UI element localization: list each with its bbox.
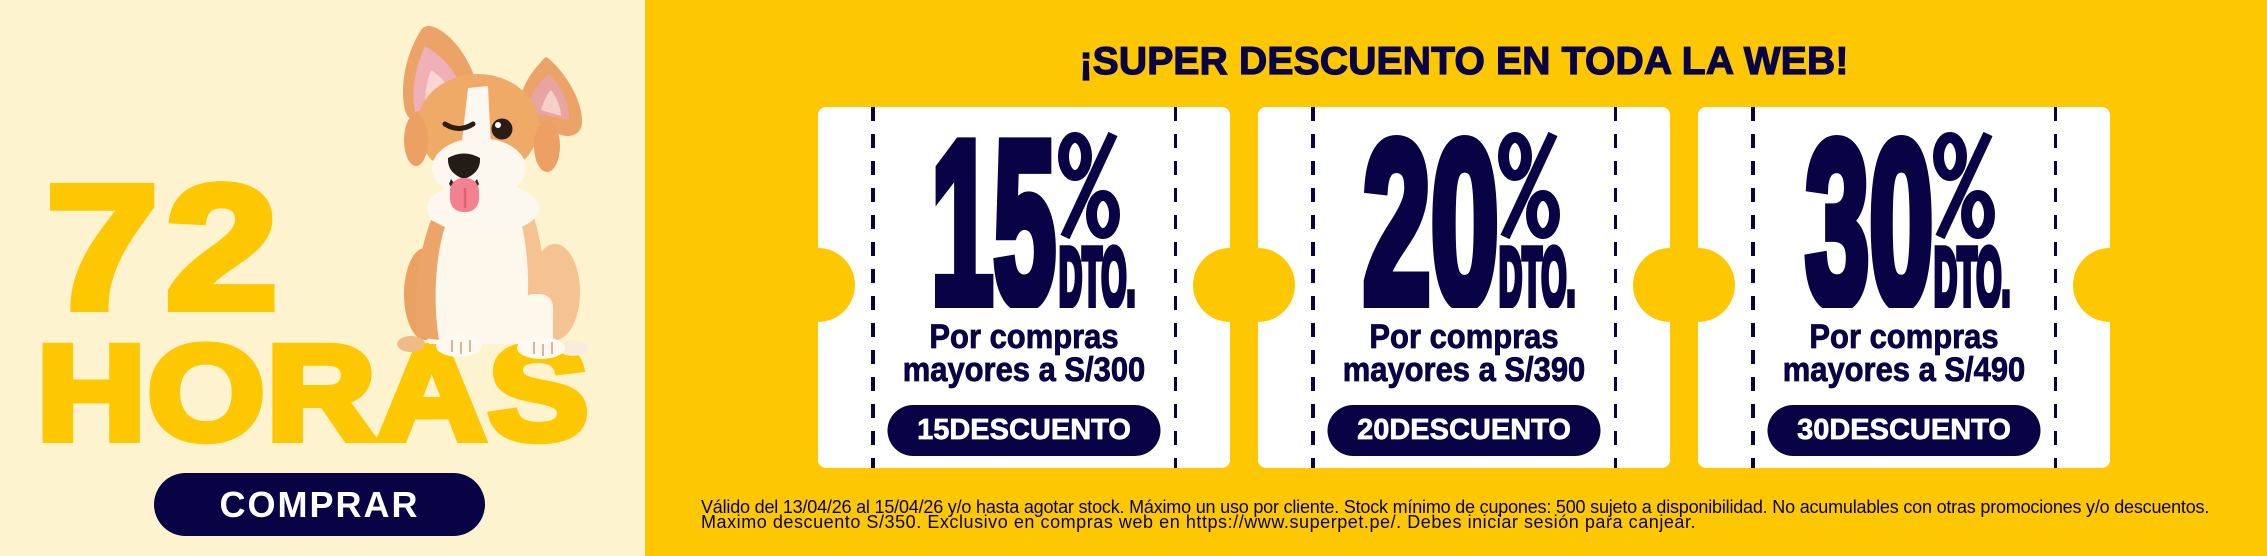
svg-text:30: 30 — [1805, 132, 1933, 308]
svg-text:DTO.: DTO. — [1059, 233, 1136, 308]
svg-text:15: 15 — [931, 132, 1056, 308]
svg-text:DTO.: DTO. — [1934, 233, 2011, 308]
svg-text:DTO.: DTO. — [1499, 233, 1576, 308]
svg-text:20: 20 — [1363, 132, 1499, 308]
